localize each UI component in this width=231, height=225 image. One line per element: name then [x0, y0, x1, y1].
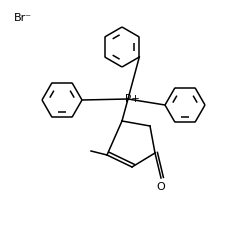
Text: O: O — [156, 182, 165, 192]
Text: P+: P+ — [124, 94, 139, 104]
Text: Br⁻: Br⁻ — [14, 13, 32, 23]
